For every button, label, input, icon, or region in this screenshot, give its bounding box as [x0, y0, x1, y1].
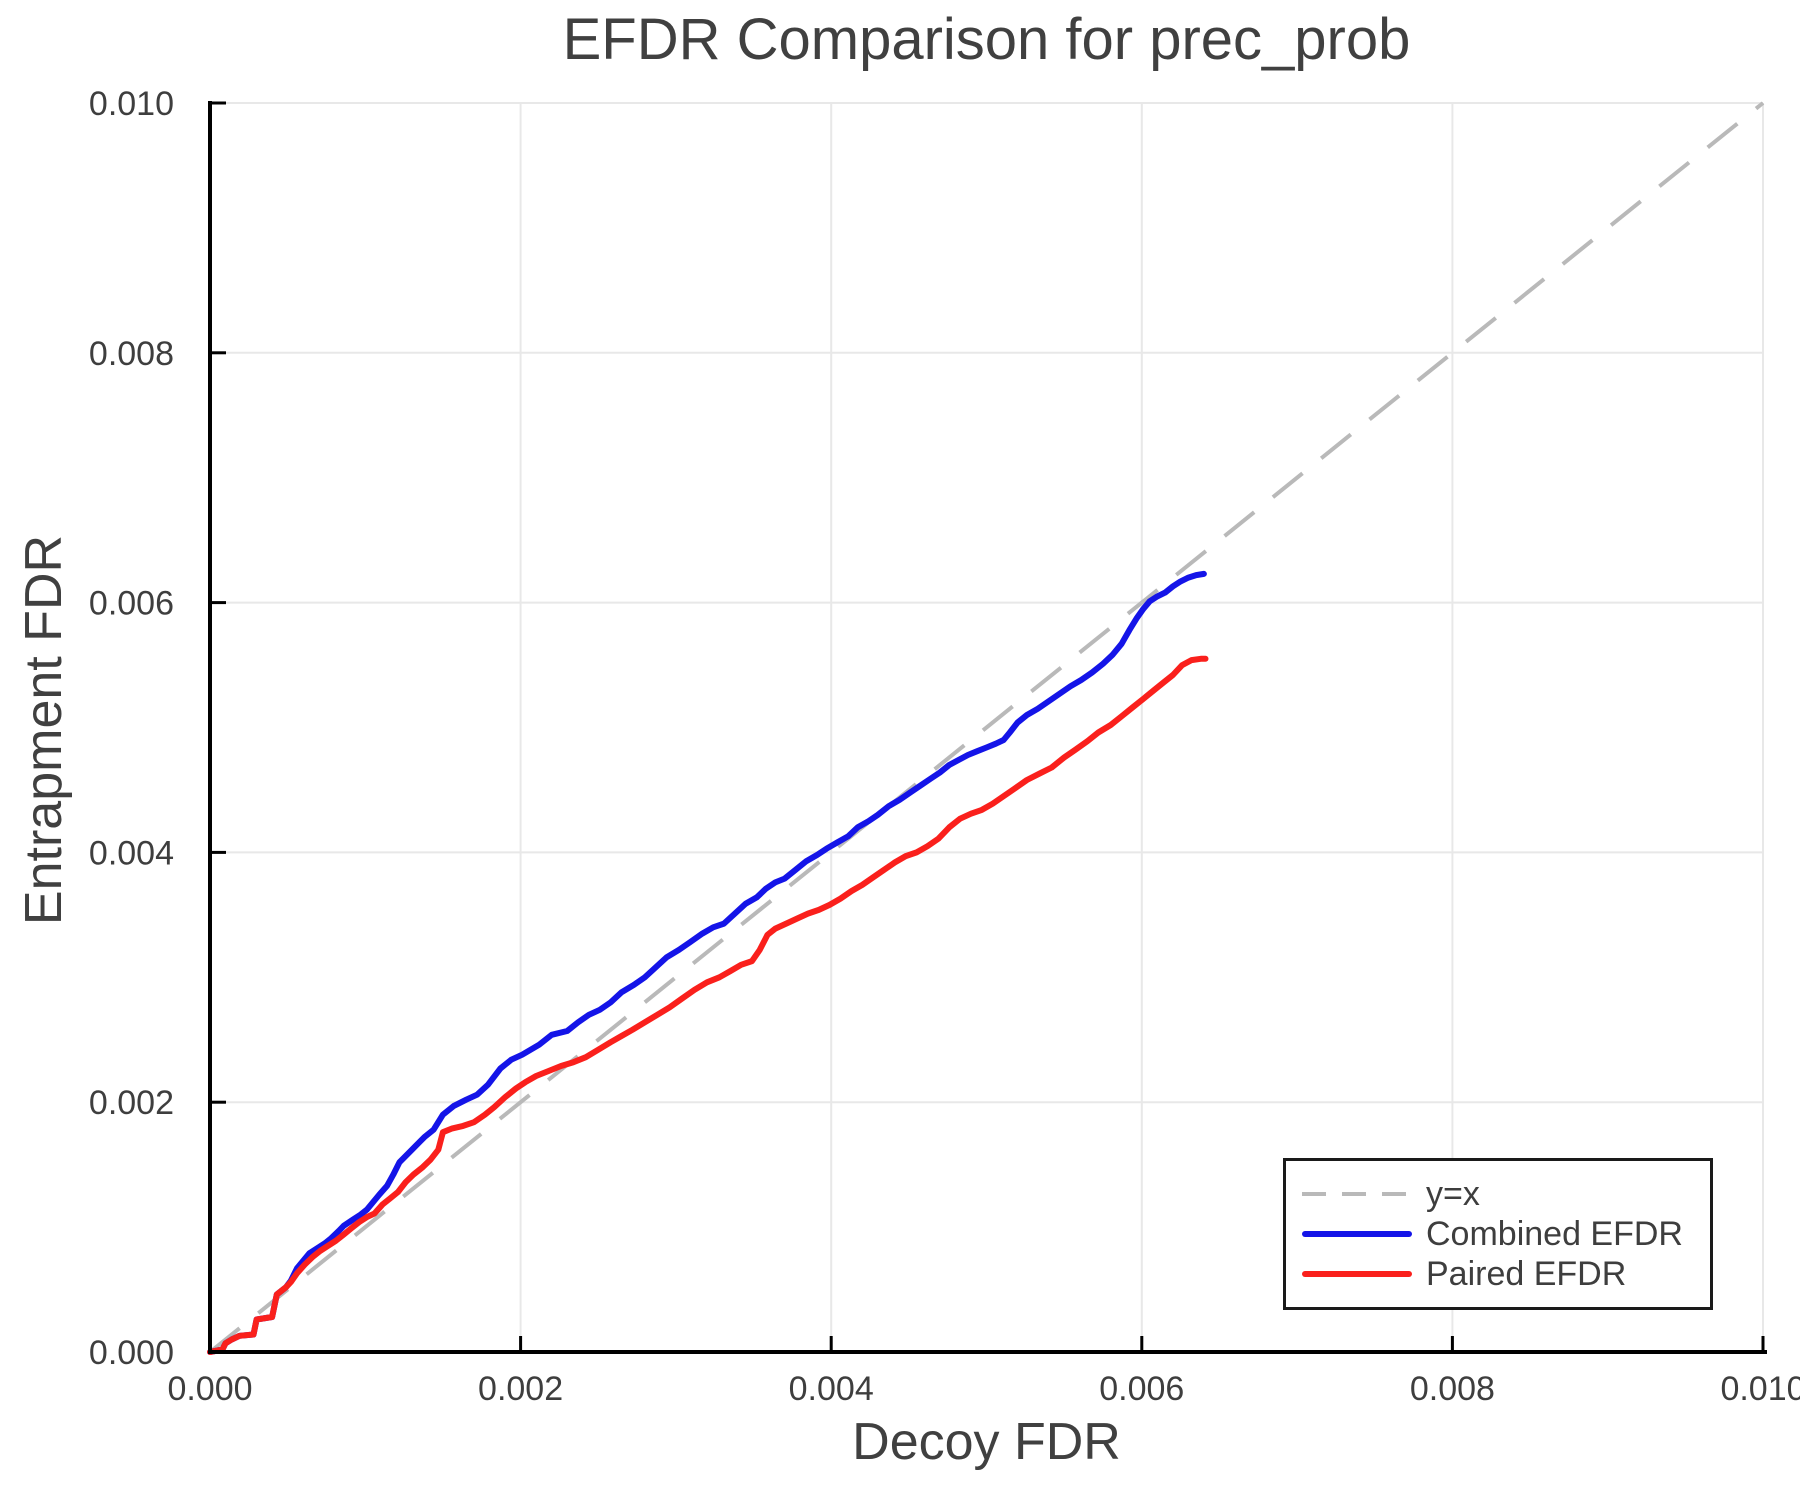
- x-tick-label: 0.004: [789, 1370, 874, 1408]
- legend-label-combined-efdr: Combined EFDR: [1426, 1214, 1683, 1253]
- x-tick-label: 0.000: [167, 1370, 252, 1408]
- legend-combined-line-sample: [1302, 1231, 1412, 1237]
- legend: y=x Combined EFDR Paired EFDR: [1283, 1158, 1713, 1310]
- y-tick-label: 0.000: [89, 1334, 174, 1372]
- x-axis-label: Decoy FDR: [852, 1413, 1121, 1471]
- legend-label-paired-efdr: Paired EFDR: [1426, 1254, 1627, 1293]
- y-axis-label: Entrapment FDR: [15, 534, 73, 926]
- chart-title: EFDR Comparison for prec_prob: [562, 7, 1411, 72]
- y-tick-label: 0.002: [89, 1084, 174, 1122]
- reference-line-y-equals-x: [208, 101, 1765, 1354]
- legend-entry-paired-efdr: Paired EFDR: [1302, 1254, 1710, 1294]
- y-tick-label: 0.008: [89, 335, 174, 373]
- legend-entry-yx: y=x: [1302, 1174, 1710, 1214]
- legend-paired-line-sample: [1302, 1271, 1412, 1277]
- series-line-paired-efdr: [207, 655, 1209, 1355]
- x-tick-label: 0.008: [1410, 1370, 1495, 1408]
- legend-entry-combined-efdr: Combined EFDR: [1302, 1214, 1710, 1254]
- x-tick-label: 0.010: [1720, 1370, 1800, 1408]
- y-tick-label: 0.010: [89, 85, 174, 123]
- y-tick-label: 0.004: [89, 834, 174, 872]
- y-tick-label: 0.006: [89, 585, 174, 623]
- legend-dashed-line-sample: [1302, 1192, 1412, 1196]
- x-tick-label: 0.006: [1099, 1370, 1184, 1408]
- x-tick-label: 0.002: [478, 1370, 563, 1408]
- series-line-combined-efdr: [207, 570, 1207, 1355]
- legend-label-yx: y=x: [1426, 1174, 1480, 1213]
